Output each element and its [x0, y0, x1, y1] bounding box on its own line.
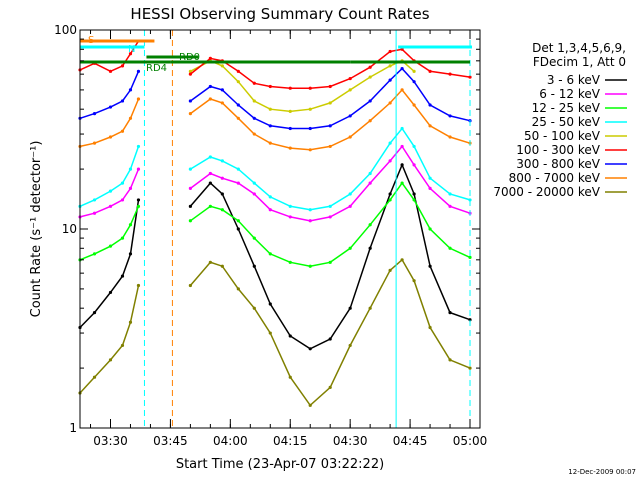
flag-label: S [88, 35, 94, 46]
legend-header-line-1: Det 1,3,4,5,6,9, [532, 41, 626, 55]
series-line [79, 168, 140, 218]
timestamp: 12-Dec-2009 00:07 [568, 468, 636, 476]
y-tick-label: 1 [69, 421, 77, 435]
series-line [189, 258, 471, 407]
x-tick-label: 04:15 [273, 434, 308, 448]
legend-label: 300 - 800 keV [516, 157, 600, 171]
y-axis: 1 10 100 [54, 23, 480, 435]
flag-label: RD4 [146, 63, 167, 74]
y-tick-label: 100 [54, 23, 77, 37]
flag-label: RD0 [179, 52, 200, 63]
series-line [190, 127, 471, 211]
x-tick-label: 03:45 [153, 434, 188, 448]
series-3-6-kev [78, 162, 472, 351]
series-line [79, 98, 140, 148]
flag-label: N [128, 44, 135, 55]
series-300-800-kev [78, 66, 472, 131]
series-line [79, 206, 140, 261]
x-tick-label: 04:30 [333, 434, 368, 448]
series-line [189, 67, 471, 130]
y-axis-label: Count Rate (s⁻¹ detector⁻¹) [29, 141, 44, 318]
series-line [189, 48, 471, 89]
series-line [79, 199, 140, 329]
series-line [189, 145, 471, 222]
x-tick-label: 03:30 [93, 434, 128, 448]
y-tick-label: 10 [62, 222, 77, 236]
series-line [79, 40, 140, 73]
legend-label: 50 - 100 keV [524, 129, 601, 143]
series-7000-20000-kev [78, 258, 472, 407]
x-tick-label: 04:45 [393, 434, 428, 448]
legend-label: 25 - 50 keV [532, 115, 601, 129]
series-line [189, 181, 471, 267]
chart-title: HESSI Observing Summary Count Rates [130, 5, 429, 23]
legend-label: 7000 - 20000 keV [493, 185, 600, 199]
series-100-300-kev [78, 39, 472, 90]
series-50-100-kev [188, 59, 416, 113]
legend-label: 800 - 7000 keV [509, 171, 601, 185]
plot-area [78, 39, 472, 407]
legend-label: 12 - 25 keV [532, 101, 601, 115]
series-6-12-kev [78, 144, 472, 223]
series-line [189, 88, 471, 151]
series-12-25-kev [78, 181, 472, 268]
series-800-7000-kev [78, 88, 472, 152]
series-line [79, 285, 140, 394]
legend-label: 100 - 300 keV [516, 143, 600, 157]
series-25-50-kev [78, 126, 472, 212]
legend-label: 3 - 6 keV [547, 73, 601, 87]
series-line [79, 146, 140, 207]
x-tick-label: 04:00 [213, 434, 248, 448]
series-line [79, 71, 140, 120]
x-axis: 03:30 03:45 04:00 04:15 04:30 04:45 05:00 [90, 30, 488, 448]
x-axis-label: Start Time (23-Apr-07 03:22:22) [176, 457, 384, 472]
series-line [190, 59, 415, 113]
legend-header-line-2: FDecim 1, Att 0 [533, 55, 626, 69]
x-tick-label: 05:00 [453, 434, 488, 448]
legend-label: 6 - 12 keV [539, 87, 601, 101]
observing-flags: S N RD0 RD4 [80, 30, 473, 428]
